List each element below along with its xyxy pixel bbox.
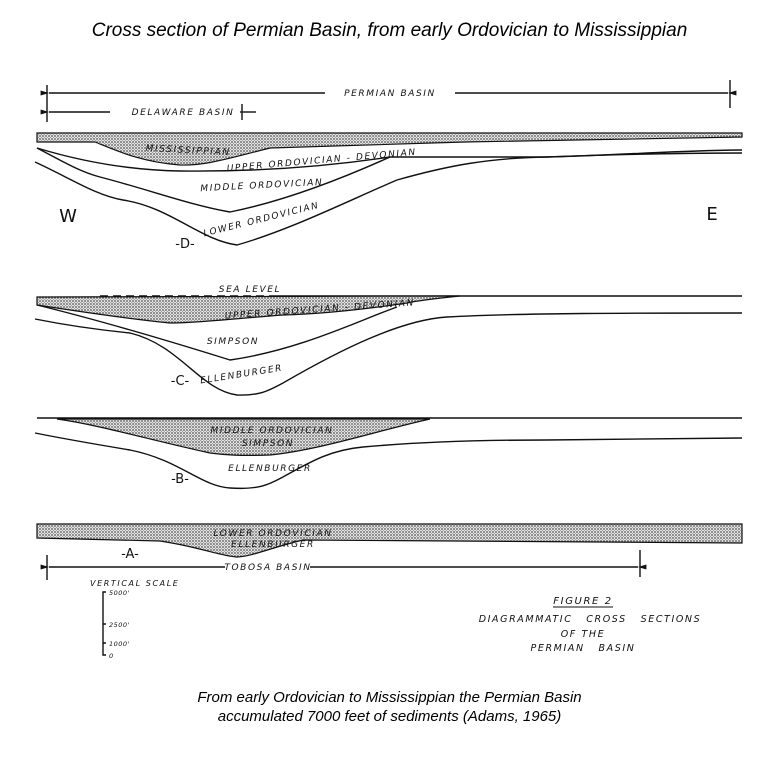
unit-label: LOWER ORDOVICIAN: [213, 529, 332, 539]
ellenburger-layer: [36, 523, 743, 558]
unit-label: ELLENBURGER: [228, 464, 312, 474]
vertical-scale: VERTICAL SCALE 5000' 2500' 1000' 0: [90, 579, 179, 660]
figure-caption: FIGURE 2 DIAGRAMMATIC CROSS SECTIONS OF …: [479, 596, 702, 654]
unit-label: LOWER ORDOVICIAN: [203, 201, 321, 240]
section-b: MIDDLE ORDOVICIAN SIMPSON ELLENBURGER -B…: [34, 417, 743, 490]
figure-line: PERMIAN BASIN: [531, 643, 636, 654]
figure-number: FIGURE 2: [553, 596, 612, 607]
permian-basin-label: PERMIAN BASIN: [344, 89, 436, 99]
scale-tick-label: 2500': [109, 621, 130, 629]
scale-tick-label: 1000': [109, 640, 130, 648]
upper-ordovician-devonian-layer: [36, 295, 461, 324]
unit-label: SIMPSON: [242, 439, 294, 449]
sea-level-label: SEA LEVEL: [219, 285, 281, 295]
unit-label: ELLENBURGER: [231, 540, 315, 550]
unit-label: SIMPSON: [207, 337, 259, 347]
delaware-basin-extent: DELAWARE BASIN: [40, 104, 256, 120]
unit-label: ELLENBURGER: [200, 364, 284, 387]
scale-tick-label: 5000': [109, 589, 130, 597]
mississippian-layer: [36, 132, 743, 166]
scale-tick-label: 0: [109, 652, 114, 660]
caption-line-1: From early Ordovician to Mississippian t…: [197, 689, 582, 706]
section-d: MISSISSIPPIAN UPPER ORDOVICIAN - DEVONIA…: [34, 132, 743, 252]
tobosa-basin-label: TOBOSA BASIN: [224, 563, 311, 573]
figure-line: OF THE: [561, 629, 606, 640]
simpson-layer: [56, 418, 431, 456]
page-title: Cross section of Permian Basin, from ear…: [91, 20, 688, 41]
section-a: LOWER ORDOVICIAN ELLENBURGER -A-: [36, 523, 743, 562]
section-c: SEA LEVEL UPPER ORDOVICIAN - DEVONIAN SI…: [34, 285, 743, 396]
delaware-basin-label: DELAWARE BASIN: [132, 108, 235, 118]
unit-label: MIDDLE ORDOVICIAN: [210, 426, 333, 436]
section-label: -C-: [171, 374, 190, 389]
section-label: -A-: [121, 547, 139, 562]
section-label: -B-: [171, 472, 189, 487]
west-label: W: [59, 206, 77, 227]
east-label: E: [706, 204, 717, 225]
tobosa-basin-extent: TOBOSA BASIN: [40, 550, 647, 580]
vertical-scale-title: VERTICAL SCALE: [90, 579, 179, 588]
caption-line-2: accumulated 7000 feet of sediments (Adam…: [217, 708, 562, 725]
permian-basin-extent: PERMIAN BASIN: [40, 80, 737, 122]
unit-label: MISSISSIPPIAN: [145, 144, 231, 158]
section-label: -D-: [175, 237, 195, 252]
figure-line: DIAGRAMMATIC CROSS SECTIONS: [479, 614, 702, 625]
